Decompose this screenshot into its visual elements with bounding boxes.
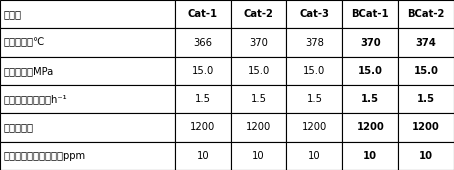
Text: 15.0: 15.0 xyxy=(414,66,439,76)
Bar xyxy=(231,28,286,57)
Bar xyxy=(231,85,286,113)
Text: 裂化段体积空速，h⁻¹: 裂化段体积空速，h⁻¹ xyxy=(4,94,67,104)
Bar xyxy=(0,85,175,113)
Bar xyxy=(175,85,231,113)
Bar xyxy=(286,85,342,113)
Bar xyxy=(175,142,231,170)
Text: 366: 366 xyxy=(193,38,212,47)
Bar xyxy=(286,28,342,57)
Bar xyxy=(0,0,175,28)
Text: 15.0: 15.0 xyxy=(303,66,326,76)
Text: 10: 10 xyxy=(197,151,209,161)
Text: 1.5: 1.5 xyxy=(195,94,211,104)
Text: 10: 10 xyxy=(308,151,321,161)
Text: 1.5: 1.5 xyxy=(306,94,322,104)
Text: 374: 374 xyxy=(416,38,436,47)
Text: 15.0: 15.0 xyxy=(247,66,270,76)
Text: 15.0: 15.0 xyxy=(358,66,383,76)
Text: 1.5: 1.5 xyxy=(417,94,435,104)
Text: 催化剂: 催化剂 xyxy=(4,9,22,19)
Text: 378: 378 xyxy=(305,38,324,47)
Bar xyxy=(231,113,286,142)
Text: 反应压力，MPa: 反应压力，MPa xyxy=(4,66,54,76)
Bar xyxy=(342,113,398,142)
Bar xyxy=(398,85,454,113)
Text: BCat-2: BCat-2 xyxy=(407,9,445,19)
Bar xyxy=(398,28,454,57)
Text: 15.0: 15.0 xyxy=(192,66,214,76)
Bar xyxy=(398,113,454,142)
Bar xyxy=(286,0,342,28)
Text: 1200: 1200 xyxy=(302,123,327,132)
Bar xyxy=(0,142,175,170)
Text: BCat-1: BCat-1 xyxy=(351,9,389,19)
Bar xyxy=(398,57,454,85)
Text: 10: 10 xyxy=(363,151,377,161)
Text: 370: 370 xyxy=(249,38,268,47)
Bar xyxy=(398,142,454,170)
Bar xyxy=(231,142,286,170)
Text: Cat-2: Cat-2 xyxy=(244,9,273,19)
Bar xyxy=(0,28,175,57)
Bar xyxy=(231,57,286,85)
Bar xyxy=(0,57,175,85)
Bar xyxy=(342,85,398,113)
Bar xyxy=(342,28,398,57)
Text: 370: 370 xyxy=(360,38,380,47)
Bar xyxy=(286,142,342,170)
Bar xyxy=(175,57,231,85)
Text: Cat-3: Cat-3 xyxy=(300,9,329,19)
Bar xyxy=(175,113,231,142)
Text: 氢油体积比: 氢油体积比 xyxy=(4,123,34,132)
Text: 1200: 1200 xyxy=(412,123,440,132)
Text: 1.5: 1.5 xyxy=(361,94,379,104)
Text: 10: 10 xyxy=(252,151,265,161)
Bar xyxy=(342,0,398,28)
Text: 精制段生成油氮含量，ppm: 精制段生成油氮含量，ppm xyxy=(4,151,86,161)
Bar xyxy=(398,0,454,28)
Bar xyxy=(286,113,342,142)
Text: 1200: 1200 xyxy=(190,123,215,132)
Text: 1.5: 1.5 xyxy=(251,94,266,104)
Text: 1200: 1200 xyxy=(356,123,384,132)
Bar xyxy=(175,0,231,28)
Bar xyxy=(286,57,342,85)
Text: 10: 10 xyxy=(419,151,433,161)
Text: Cat-1: Cat-1 xyxy=(188,9,218,19)
Bar xyxy=(231,0,286,28)
Bar xyxy=(175,28,231,57)
Text: 反应温度，℃: 反应温度，℃ xyxy=(4,38,45,47)
Bar xyxy=(342,142,398,170)
Bar xyxy=(342,57,398,85)
Bar xyxy=(0,113,175,142)
Text: 1200: 1200 xyxy=(246,123,271,132)
